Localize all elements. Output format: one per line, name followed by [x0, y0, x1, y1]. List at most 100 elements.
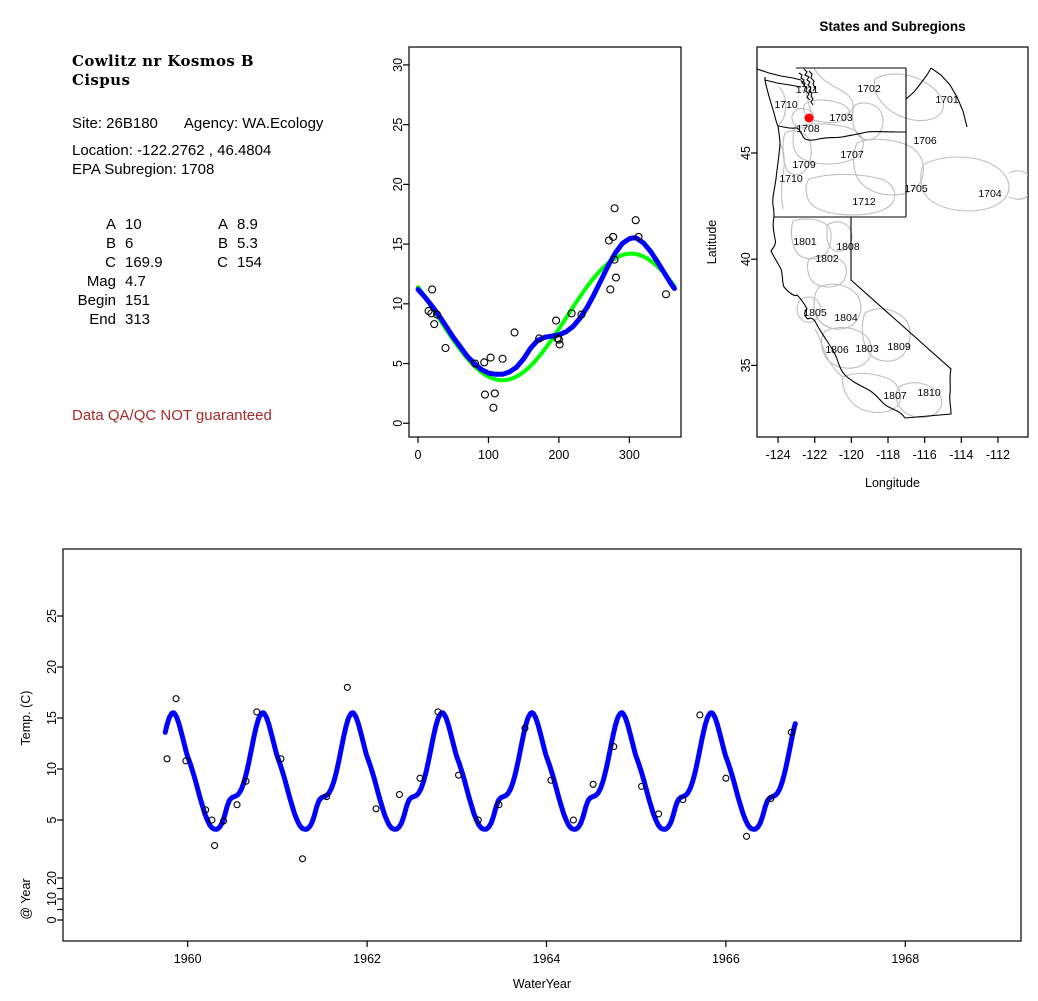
- sub-axis-tick-label: 0: [45, 916, 59, 923]
- x-tick-label: -112: [986, 448, 1010, 462]
- timeseries-point: [767, 795, 775, 803]
- timeseries-point: [202, 806, 210, 814]
- parameter-table: A 10 A 8.9 B 6 B 5.3 C 169.9 C 154 Mag 4.7 Begin 151 End…: [64, 215, 402, 329]
- seasonal-timeseries-curve: [162, 710, 798, 832]
- timeseries-point: [172, 695, 180, 703]
- param-value: [237, 272, 299, 291]
- scatter-point: [554, 335, 563, 344]
- param-value: [237, 310, 299, 329]
- x-tick-label: -114: [949, 448, 973, 462]
- param-value: 313: [125, 311, 151, 328]
- map-title: States and Subregions: [819, 19, 965, 34]
- map-subregion-outline: [852, 102, 884, 141]
- timeseries-point: [638, 782, 646, 790]
- plot-frame: [408, 46, 682, 438]
- timeseries-point: [182, 757, 190, 765]
- map-subregion-label: 1802: [815, 253, 839, 265]
- scatter-point: [610, 255, 619, 264]
- map-subregion-outline: [920, 156, 1010, 212]
- location: Location: -122.2762 , 46.4804: [72, 142, 272, 159]
- map-subregion-outline: [800, 79, 815, 116]
- site-id: Site: 26B180: [72, 115, 158, 132]
- param-value: 6: [125, 235, 134, 252]
- timeseries-ylabel2: @ Year: [19, 878, 33, 919]
- scatter-point: [510, 328, 519, 337]
- map-subregion-label: 1809: [887, 341, 911, 353]
- map-subregion-label: 1704: [978, 188, 1002, 200]
- scatter-point: [535, 334, 544, 343]
- agency: Agency: WA.Ecology: [183, 115, 324, 132]
- map-chart: -124 -122 -120 -118 -116 -114 -112 35 40 45 States…: [705, 19, 1029, 490]
- x-tick-label: -116: [913, 448, 937, 462]
- y-tick-label: 10: [391, 297, 405, 311]
- y-tick-label: 15: [45, 711, 59, 725]
- epa-subregion: EPA Subregion: 1708: [72, 161, 215, 178]
- timeseries-point: [343, 683, 351, 691]
- map-inner: 1711 1702 1701 1710 1703 1708 1706 1707 1709 1710…: [757, 67, 1028, 419]
- scatter-point: [427, 309, 436, 318]
- map-subregion-outline: [803, 99, 850, 124]
- site-agency-line: Site: 26B180 Agency: WA.Ecology: [72, 114, 402, 133]
- x-tick-label: 0: [415, 448, 422, 462]
- param-label: [200, 291, 228, 310]
- y-tick-label: 30: [391, 58, 405, 72]
- timeseries-point: [298, 855, 307, 863]
- timeseries-point: [372, 805, 380, 813]
- site-meta: Site: 26B180 Agency: WA.Ecology Location:…: [72, 114, 402, 179]
- map-subregion-label: 1808: [836, 241, 860, 253]
- map-state-outline: [800, 80, 811, 101]
- timeseries-point: [208, 816, 216, 824]
- map-subregion-label: 1710: [774, 99, 798, 111]
- scatter-point: [661, 290, 671, 299]
- sub-axis-tick-label: 20: [45, 871, 59, 885]
- map-subregion-label: 1708: [796, 123, 820, 135]
- timeseries-point: [655, 810, 663, 818]
- y-tick-label: 5: [45, 817, 59, 824]
- y-tick-label: 0: [391, 420, 405, 427]
- timeseries-point: [495, 801, 503, 809]
- param-value: 4.7: [125, 273, 146, 290]
- timeseries-point: [521, 724, 529, 732]
- map-state-outline: [905, 67, 932, 100]
- map-subregion-label: 1701: [935, 94, 959, 106]
- x-tick-label: 1962: [353, 952, 381, 966]
- map-subregion-outline: [813, 67, 854, 116]
- station-title-line1: Cowlitz nr Kosmos B: [72, 52, 254, 70]
- map-subregion-label: 1710: [779, 173, 803, 185]
- map-subregion-outline: [853, 138, 924, 196]
- y-tick-label: 25: [391, 118, 405, 132]
- map-subregion-label: 1810: [917, 387, 941, 399]
- x-tick-label: -122: [802, 448, 827, 462]
- param-value: 10: [125, 216, 142, 233]
- timeseries-point: [211, 841, 219, 850]
- y-tick-label: 20: [45, 660, 59, 674]
- scatter-point: [489, 403, 498, 412]
- timeseries-point: [787, 728, 795, 736]
- map-subregion-label: 1804: [834, 312, 858, 324]
- map-xlabel: Longitude: [865, 476, 920, 490]
- site-marker: [804, 113, 814, 123]
- map-subregion-outline: [842, 372, 902, 413]
- location-block: Location: -122.2762 , 46.4804 EPA Subreg…: [72, 141, 402, 179]
- y-tick-label: 40: [739, 252, 753, 266]
- y-tick-label: 45: [739, 146, 753, 160]
- map-state-outline: [764, 79, 802, 88]
- x-tick-label: -120: [839, 448, 864, 462]
- y-tick-label: 25: [45, 609, 59, 623]
- x-tick-label: 300: [619, 448, 640, 462]
- scatter-point: [611, 273, 621, 282]
- map-subregion-outline: [1008, 194, 1028, 200]
- map-subregion-outline: [777, 86, 787, 127]
- map-subregion-label: 1706: [913, 135, 937, 147]
- timeseries-point: [233, 801, 241, 809]
- map-ylabel: Latitude: [705, 220, 719, 265]
- map-subregion-label: 1711: [796, 84, 819, 96]
- map-subregion-outline: [1008, 170, 1028, 176]
- y-tick-label: 35: [739, 358, 753, 372]
- map-subregion-outline: [805, 173, 896, 216]
- param-label: A: [105, 216, 116, 233]
- map-subregion-label: 1806: [825, 344, 849, 356]
- map-subregion-outline: [790, 218, 832, 260]
